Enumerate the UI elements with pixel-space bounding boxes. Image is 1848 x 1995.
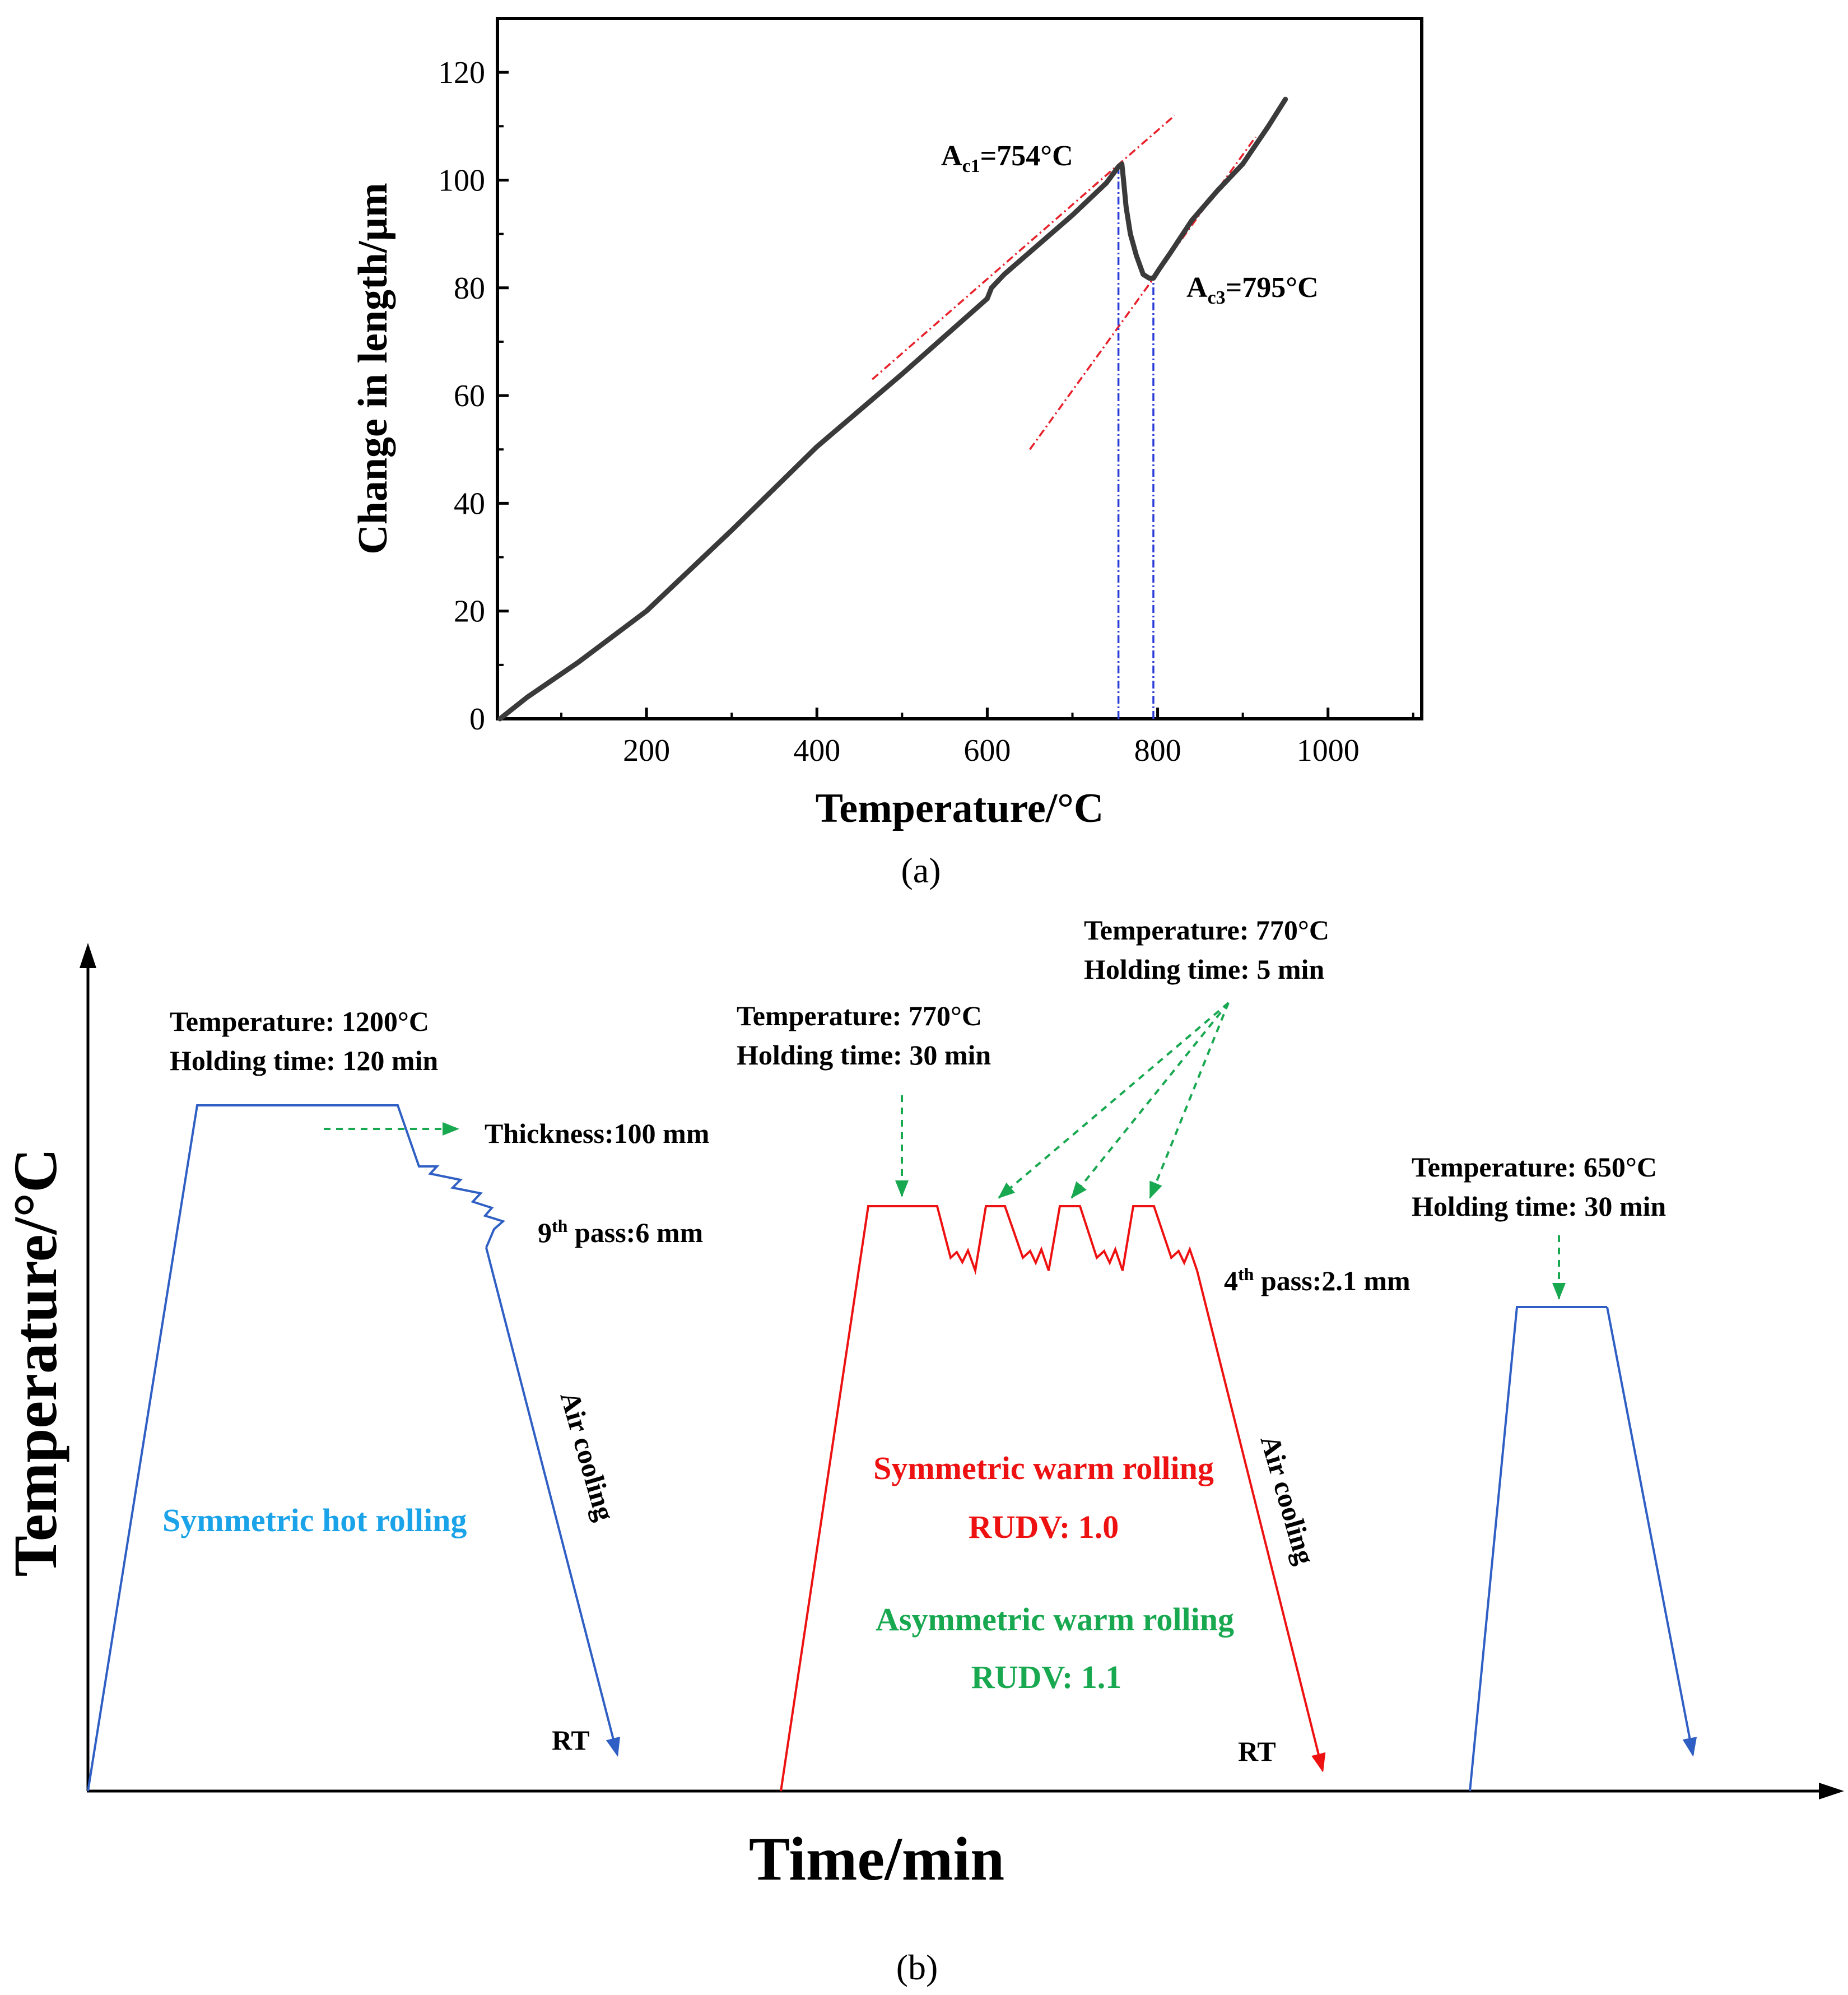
ninth-pass-label: 9th pass:6 mm: [538, 1216, 703, 1248]
fourth-pass-label: 4th pass:2.1 mm: [1224, 1264, 1411, 1296]
panel-a-chart: 200 400 600 800 1000 0 20 40 60 80 100 120 Ac1=754°…: [350, 17, 1423, 890]
x-tick-label: 1000: [1297, 733, 1360, 768]
y-tick-label: 80: [454, 271, 485, 306]
fourth-pass-sup: th: [1238, 1264, 1254, 1284]
ac3-annotation: Ac3=795°C: [1186, 272, 1319, 308]
x-tick-label: 400: [793, 733, 840, 768]
y-axis-title: Temperature/°C: [1, 1148, 69, 1577]
pass-temp-label: Temperature: 770°C: [1084, 914, 1329, 946]
annealing-profile: [1469, 1306, 1607, 1792]
warm-temp-label: Temperature: 770°C: [737, 1000, 982, 1031]
x-axis-title: Time/min: [749, 1825, 1004, 1893]
ac3-value: =795°C: [1226, 272, 1319, 304]
pass-hold-label: Holding time: 5 min: [1084, 954, 1324, 985]
x-tick-label: 200: [623, 733, 670, 768]
ac1-sub: c1: [962, 156, 980, 176]
annotation-arrows: [324, 1002, 1566, 1300]
y-tick-label: 60: [454, 379, 485, 413]
y-tick-label: 120: [438, 55, 485, 90]
ninth-pass-num: 9: [538, 1217, 552, 1248]
asym-warm-title: Asymmetric warm rolling: [876, 1601, 1234, 1638]
y-axis-arrowhead: [80, 943, 96, 968]
ninth-pass-rest: pass:6 mm: [567, 1217, 703, 1248]
y-axis-label: Change in length/µm: [350, 183, 396, 555]
anneal-hold-label: Holding time: 30 min: [1412, 1191, 1666, 1222]
tick-labels: 200 400 600 800 1000 0 20 40 60 80 100 120: [438, 55, 1360, 768]
fourth-pass-rest: pass:2.1 mm: [1254, 1265, 1410, 1296]
rudv-sym: RUDV: 1.0: [969, 1509, 1119, 1545]
warm-hold-label: Holding time: 30 min: [737, 1039, 991, 1071]
warm-rolling-profile: [780, 1205, 1198, 1792]
x-tick-label: 800: [1134, 733, 1181, 768]
hot-rolling-profile: [87, 1104, 506, 1792]
tangent-line: [871, 114, 1176, 380]
anneal-temp-label: Temperature: 650°C: [1412, 1151, 1657, 1183]
caption-b: (b): [896, 1947, 938, 1987]
rt-label-2: RT: [1238, 1736, 1276, 1767]
x-axis-arrowhead: [1819, 1783, 1844, 1799]
panel-b-diagram: Temperature: 1200°C Holding time: 120 mi…: [1, 914, 1844, 1987]
ninth-pass-sup: th: [552, 1216, 568, 1236]
y-tick-label: 20: [454, 594, 485, 629]
caption-a: (a): [901, 850, 941, 890]
sym-warm-title: Symmetric warm rolling: [873, 1450, 1214, 1486]
y-tick-label: 40: [454, 486, 485, 521]
hot-rolling-title: Symmetric hot rolling: [162, 1502, 467, 1538]
warm-cooling-line: [1196, 1270, 1326, 1773]
rudv-asym: RUDV: 1.1: [971, 1659, 1122, 1695]
y-tick-label: 0: [469, 702, 485, 737]
air-cooling-label-2: Air cooling: [1254, 1432, 1321, 1568]
y-tick-label: 100: [438, 163, 485, 198]
ac1-prefix: A: [941, 140, 962, 172]
pass-hold-arrow-3: [1149, 1002, 1230, 1199]
ac1-value: =754°C: [980, 140, 1073, 172]
pass-hold-arrow-2: [1070, 1002, 1230, 1199]
thickness-label: Thickness:100 mm: [485, 1118, 709, 1149]
x-tick-label: 600: [963, 733, 1011, 768]
rt-label-1: RT: [552, 1724, 590, 1756]
x-axis-label: Temperature/°C: [816, 785, 1104, 831]
fourth-pass-num: 4: [1224, 1265, 1238, 1296]
ac1-annotation: Ac1=754°C: [941, 140, 1073, 176]
air-cooling-label-1: Air cooling: [554, 1388, 621, 1524]
hot-cooling-line: [485, 1247, 621, 1757]
hot-hold-label: Holding time: 120 min: [170, 1045, 438, 1076]
plot-frame: [496, 17, 1423, 720]
annealing-cooling-line: [1606, 1306, 1697, 1757]
axis-ticks: [497, 17, 1414, 720]
transformation-markers: [1117, 166, 1155, 719]
ac3-sub: c3: [1208, 287, 1226, 308]
hot-temp-label: Temperature: 1200°C: [170, 1006, 429, 1037]
ac3-prefix: A: [1186, 272, 1208, 304]
pass-hold-arrow-1: [998, 1002, 1230, 1199]
dilation-curve: [497, 96, 1288, 722]
